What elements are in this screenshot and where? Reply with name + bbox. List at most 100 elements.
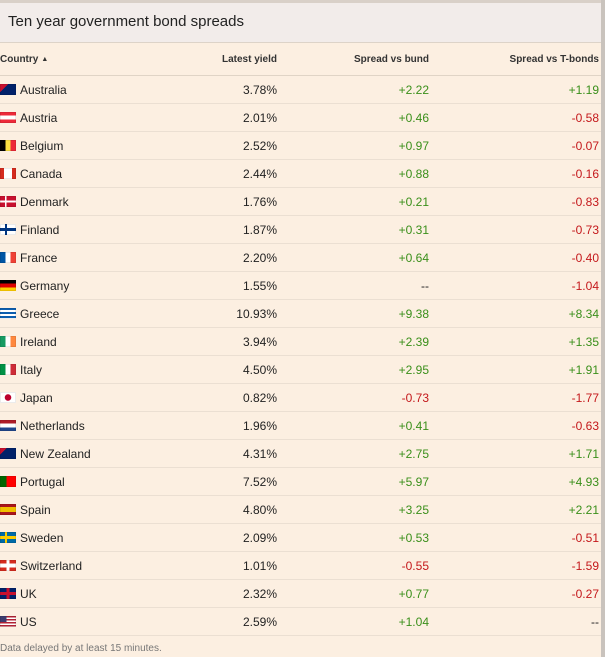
country-name[interactable]: France [20, 250, 58, 265]
country-name[interactable]: Belgium [20, 138, 64, 153]
new-zealand-flag [0, 448, 16, 459]
table-row: Denmark 1.76% +0.21 -0.83 [0, 187, 601, 216]
country-name[interactable]: Sweden [20, 530, 64, 545]
netherlands-flag [0, 420, 16, 431]
latest-yield-cell: 2.52% [160, 131, 277, 160]
latest-yield-cell: 7.52% [160, 467, 277, 496]
country-name[interactable]: Netherlands [20, 418, 85, 433]
table-header-row: Country ▲ Latest yield Spread vs bund Spr… [0, 44, 601, 76]
table-row: France 2.20% +0.64 -0.40 [0, 243, 601, 272]
spread-vs-bund-cell: +3.25 [277, 495, 429, 524]
country-cell: Greece [0, 299, 160, 328]
column-header-spread-vs-tbonds[interactable]: Spread vs T-bonds [429, 44, 601, 76]
spread-vs-bund-cell: +0.88 [277, 159, 429, 188]
table-row: Portugal 7.52% +5.97 +4.93 [0, 467, 601, 496]
spread-vs-tbonds-cell: -0.58 [429, 103, 601, 132]
table-row: Japan 0.82% -0.73 -1.77 [0, 383, 601, 412]
spread-vs-tbonds-cell: +8.34 [429, 299, 601, 328]
country-cell: France [0, 243, 160, 272]
country-name[interactable]: Greece [20, 306, 60, 321]
spread-vs-bund-cell: +0.64 [277, 243, 429, 272]
latest-yield-cell: 3.94% [160, 327, 277, 356]
country-cell: Italy [0, 355, 160, 384]
latest-yield-cell: 4.50% [160, 355, 277, 384]
sort-ascending-icon: ▲ [41, 55, 49, 63]
country-name[interactable]: Switzerland [20, 558, 83, 573]
country-cell: Netherlands [0, 411, 160, 440]
country-name[interactable]: Finland [20, 222, 60, 237]
country-name[interactable]: Australia [20, 82, 67, 97]
table-row: US 2.59% +1.04 -- [0, 607, 601, 636]
country-cell: Portugal [0, 467, 160, 496]
latest-yield-cell: 4.80% [160, 495, 277, 524]
spread-vs-bund-cell: +0.53 [277, 523, 429, 552]
latest-yield-cell: 2.09% [160, 523, 277, 552]
country-cell: Ireland [0, 327, 160, 356]
spread-vs-bund-cell: +2.95 [277, 355, 429, 384]
latest-yield-cell: 1.01% [160, 551, 277, 580]
table-row: Australia 3.78% +2.22 +1.19 [0, 75, 601, 104]
table-row: Switzerland 1.01% -0.55 -1.59 [0, 551, 601, 580]
spread-vs-tbonds-cell: -0.83 [429, 187, 601, 216]
data-delay-footnote: Data delayed by at least 15 minutes. [0, 643, 162, 654]
country-name[interactable]: Denmark [20, 194, 69, 209]
table-row: Belgium 2.52% +0.97 -0.07 [0, 131, 601, 160]
country-cell: UK [0, 579, 160, 608]
country-name[interactable]: UK [20, 586, 37, 601]
spread-vs-tbonds-cell: -1.77 [429, 383, 601, 412]
table-row: Greece 10.93% +9.38 +8.34 [0, 299, 601, 328]
spread-vs-bund-cell: +5.97 [277, 467, 429, 496]
table-row: Germany 1.55% -- -1.04 [0, 271, 601, 300]
us-flag [0, 616, 16, 627]
country-name[interactable]: Canada [20, 166, 63, 181]
belgium-flag [0, 140, 16, 151]
column-header-country[interactable]: Country ▲ [0, 44, 160, 76]
spread-vs-tbonds-cell: +1.35 [429, 327, 601, 356]
spread-vs-bund-cell: -0.73 [277, 383, 429, 412]
country-name[interactable]: Spain [20, 502, 51, 517]
uk-flag [0, 588, 16, 599]
ireland-flag [0, 336, 16, 347]
spread-vs-tbonds-cell: -0.40 [429, 243, 601, 272]
country-cell: New Zealand [0, 439, 160, 468]
spread-vs-tbonds-cell: -0.73 [429, 215, 601, 244]
spread-vs-tbonds-cell: +4.93 [429, 467, 601, 496]
japan-flag [0, 392, 16, 403]
spread-vs-tbonds-cell: -0.16 [429, 159, 601, 188]
spread-vs-tbonds-cell: +1.71 [429, 439, 601, 468]
country-name[interactable]: US [20, 614, 37, 629]
country-name[interactable]: Germany [20, 278, 70, 293]
column-header-country-label: Country [0, 54, 39, 65]
table-row: Spain 4.80% +3.25 +2.21 [0, 495, 601, 524]
country-name[interactable]: Italy [20, 362, 43, 377]
spread-vs-bund-cell: +9.38 [277, 299, 429, 328]
australia-flag [0, 84, 16, 95]
finland-flag [0, 224, 16, 235]
spread-vs-bund-cell: +0.77 [277, 579, 429, 608]
country-name[interactable]: New Zealand [20, 446, 91, 461]
table-row: New Zealand 4.31% +2.75 +1.71 [0, 439, 601, 468]
spread-vs-tbonds-cell: -0.63 [429, 411, 601, 440]
column-header-spread-vs-bund[interactable]: Spread vs bund [277, 44, 429, 76]
latest-yield-cell: 2.01% [160, 103, 277, 132]
canada-flag [0, 168, 16, 179]
greece-flag [0, 308, 16, 319]
country-cell: Denmark [0, 187, 160, 216]
table-row: Ireland 3.94% +2.39 +1.35 [0, 327, 601, 356]
latest-yield-cell: 1.87% [160, 215, 277, 244]
france-flag [0, 252, 16, 263]
country-name[interactable]: Austria [20, 110, 58, 125]
latest-yield-cell: 2.59% [160, 607, 277, 636]
column-header-latest-yield[interactable]: Latest yield [160, 44, 277, 76]
spread-vs-tbonds-cell: -0.07 [429, 131, 601, 160]
country-name[interactable]: Portugal [20, 474, 65, 489]
table-row: Finland 1.87% +0.31 -0.73 [0, 215, 601, 244]
country-cell: Switzerland [0, 551, 160, 580]
country-cell: Austria [0, 103, 160, 132]
spread-vs-bund-cell: +0.97 [277, 131, 429, 160]
spread-vs-bund-cell: +0.21 [277, 187, 429, 216]
country-name[interactable]: Japan [20, 390, 53, 405]
spread-vs-bund-cell: +2.39 [277, 327, 429, 356]
country-name[interactable]: Ireland [20, 334, 57, 349]
page-title: Ten year government bond spreads [8, 13, 244, 30]
